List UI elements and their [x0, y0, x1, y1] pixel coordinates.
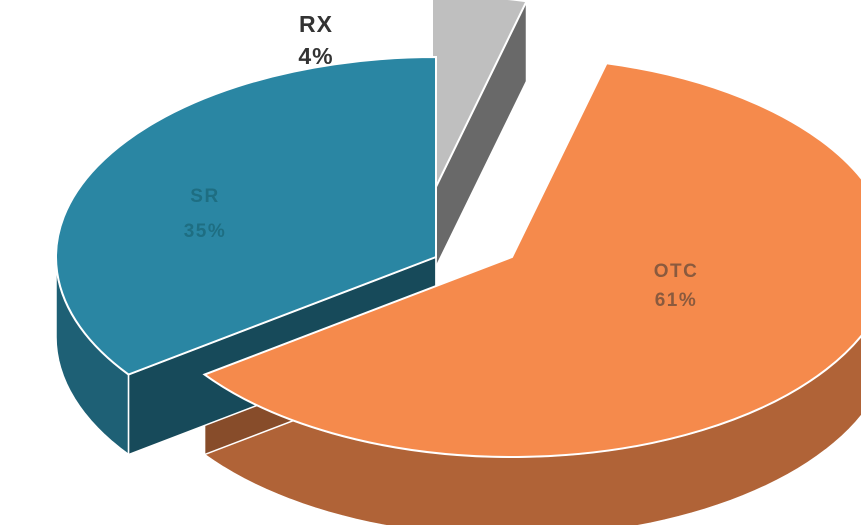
slice-label-sr: SR: [190, 186, 219, 207]
slice-label-rx: RX: [299, 11, 333, 37]
slice-label-otc: OTC: [654, 261, 699, 282]
slice-otc: [202, 62, 861, 458]
slice-rx: [431, 0, 529, 196]
pie-tops: [55, 0, 861, 458]
slice-value-rx: 4%: [298, 43, 333, 69]
slice-sr: [55, 55, 437, 376]
slice-value-otc: 61%: [655, 290, 698, 311]
slice-value-sr: 35%: [184, 221, 227, 242]
